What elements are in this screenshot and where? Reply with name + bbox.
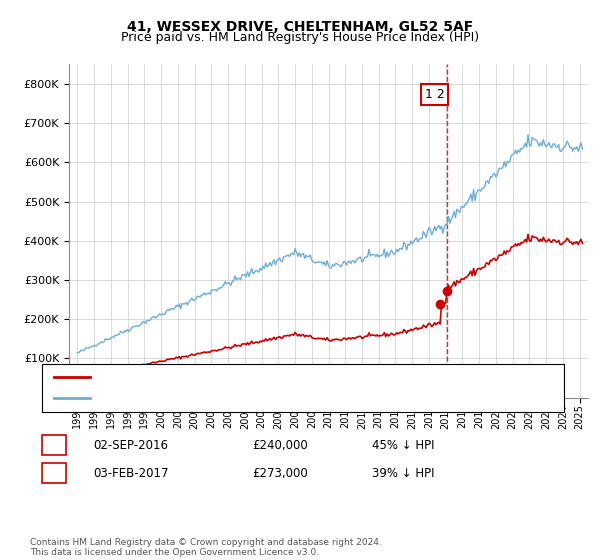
Text: 03-FEB-2017: 03-FEB-2017 xyxy=(93,466,169,480)
Text: £240,000: £240,000 xyxy=(252,438,308,452)
Text: Price paid vs. HM Land Registry's House Price Index (HPI): Price paid vs. HM Land Registry's House … xyxy=(121,31,479,44)
Text: 2: 2 xyxy=(50,466,58,480)
Text: 41, WESSEX DRIVE, CHELTENHAM, GL52 5AF: 41, WESSEX DRIVE, CHELTENHAM, GL52 5AF xyxy=(127,20,473,34)
Text: 39% ↓ HPI: 39% ↓ HPI xyxy=(372,466,434,480)
Text: 02-SEP-2016: 02-SEP-2016 xyxy=(93,438,168,452)
Text: £273,000: £273,000 xyxy=(252,466,308,480)
Text: 1 2: 1 2 xyxy=(425,88,445,101)
Text: 1: 1 xyxy=(50,438,58,452)
Text: 41, WESSEX DRIVE, CHELTENHAM, GL52 5AF (detached house): 41, WESSEX DRIVE, CHELTENHAM, GL52 5AF (… xyxy=(96,372,446,382)
Text: 45% ↓ HPI: 45% ↓ HPI xyxy=(372,438,434,452)
Text: Contains HM Land Registry data © Crown copyright and database right 2024.
This d: Contains HM Land Registry data © Crown c… xyxy=(30,538,382,557)
Text: HPI: Average price, detached house, Cheltenham: HPI: Average price, detached house, Chel… xyxy=(96,393,371,403)
